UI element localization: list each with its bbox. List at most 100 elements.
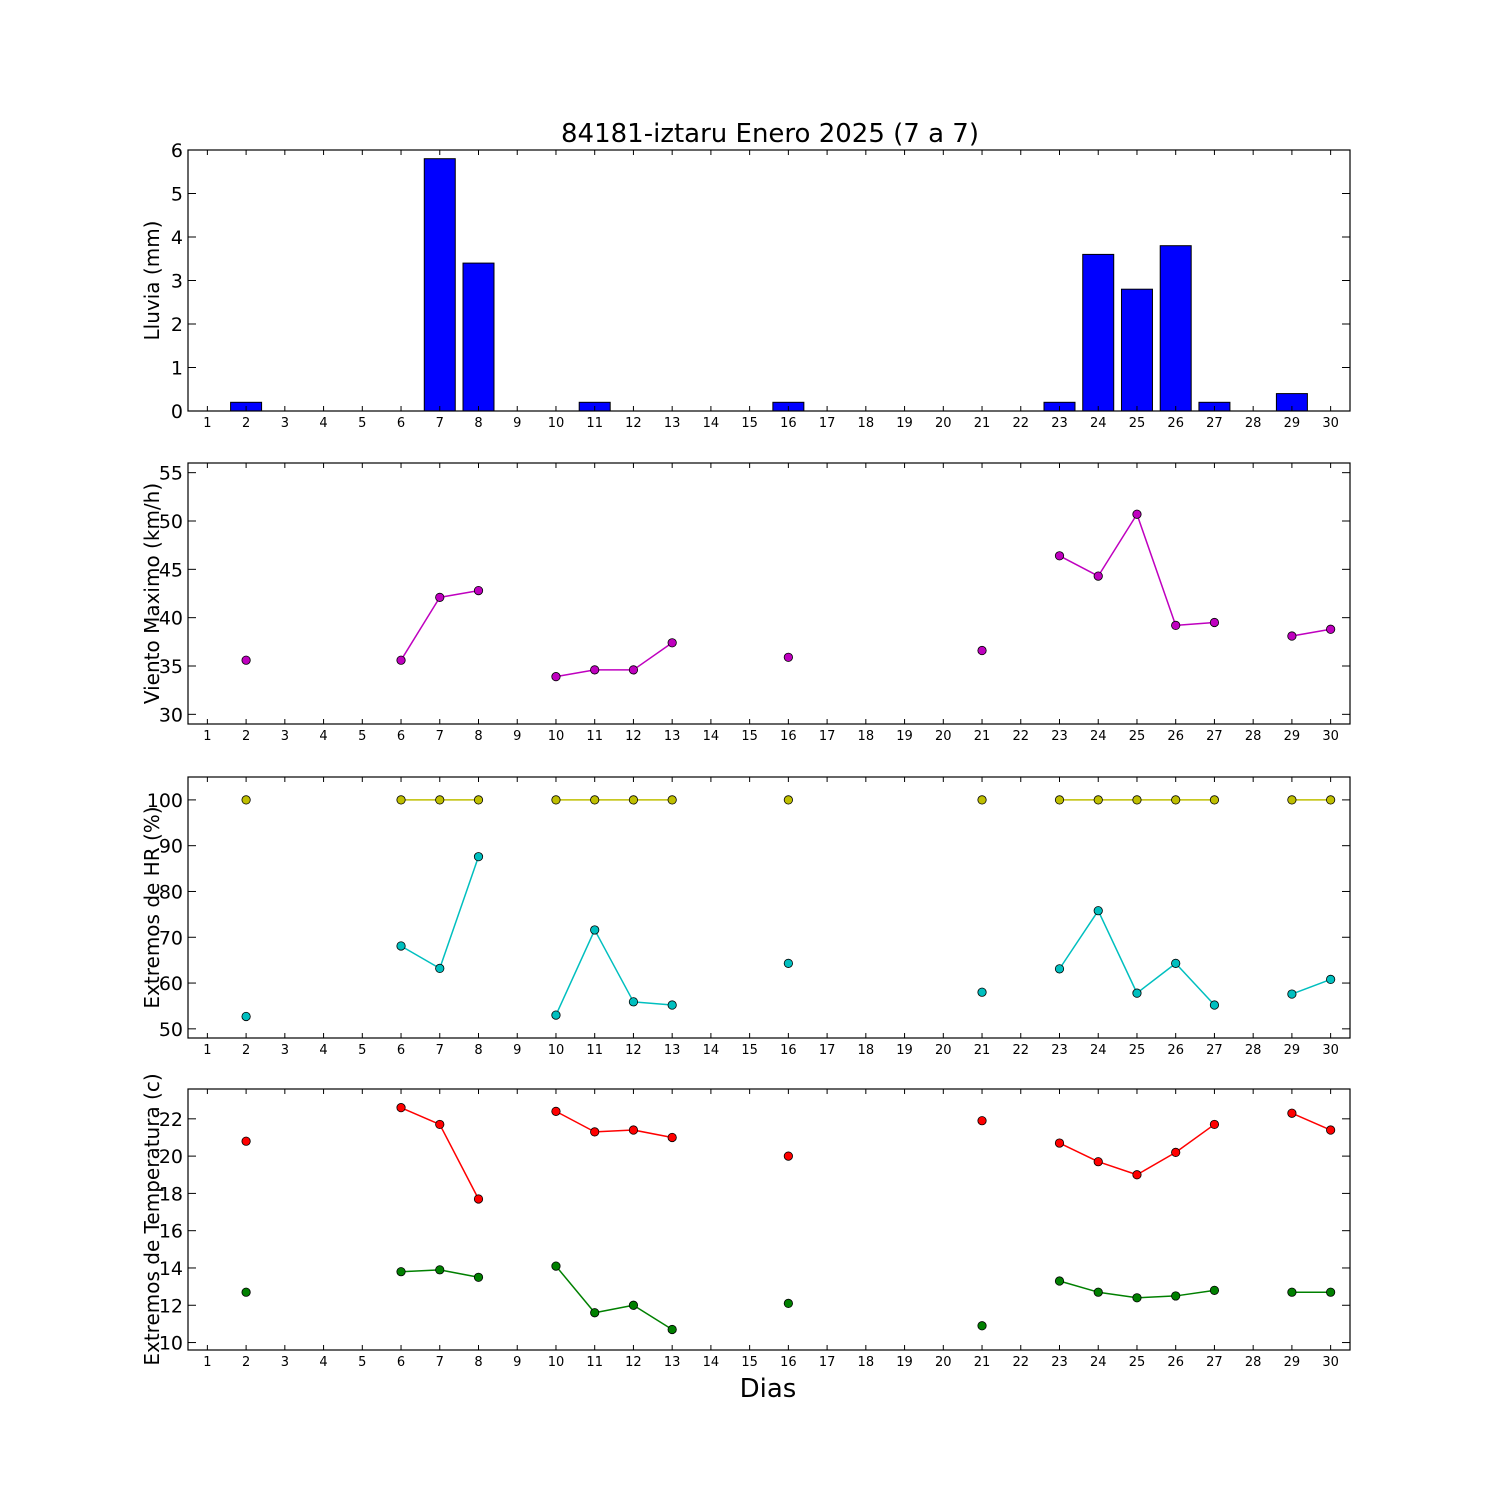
data-point bbox=[783, 958, 793, 968]
data-point bbox=[1132, 1293, 1142, 1303]
x-tick-label: 2 bbox=[242, 416, 250, 431]
x-tick-label: 3 bbox=[281, 1043, 289, 1058]
data-point bbox=[667, 1324, 677, 1335]
series-segment bbox=[1291, 628, 1331, 637]
x-tick-label: 13 bbox=[664, 729, 681, 744]
plot-frame bbox=[187, 462, 1351, 725]
data-point bbox=[1093, 1287, 1103, 1297]
x-tick-label: 27 bbox=[1206, 416, 1223, 431]
y-tick-label: 18 bbox=[159, 1183, 183, 1205]
x-tick-label: 4 bbox=[319, 729, 327, 744]
x-tick-label: 9 bbox=[513, 729, 521, 744]
x-tick-label: 7 bbox=[436, 1355, 444, 1370]
y-tick-label: 100 bbox=[147, 790, 183, 812]
series-segment bbox=[594, 1304, 634, 1314]
series-segment bbox=[1291, 1112, 1331, 1131]
data-point bbox=[1209, 1000, 1220, 1010]
data-point bbox=[590, 1308, 600, 1318]
x-tick-label: 5 bbox=[358, 1043, 366, 1058]
figure-title: 84181-iztaru Enero 2025 (7 a 7) bbox=[561, 119, 979, 149]
data-point bbox=[435, 1265, 445, 1275]
x-tick-label: 8 bbox=[474, 416, 482, 431]
x-tick-label: 9 bbox=[513, 1355, 521, 1370]
x-tick-label: 15 bbox=[741, 1043, 758, 1058]
x-tick-label: 22 bbox=[1012, 416, 1029, 431]
data-point bbox=[1093, 795, 1103, 805]
data-point bbox=[473, 795, 484, 805]
x-tick-label: 24 bbox=[1090, 1355, 1107, 1370]
x-tick-label: 2 bbox=[242, 1043, 250, 1058]
data-point bbox=[473, 1194, 484, 1204]
x-tick-label: 29 bbox=[1284, 1355, 1301, 1370]
x-tick-label: 17 bbox=[819, 1355, 836, 1370]
series-segment bbox=[1098, 1291, 1138, 1299]
data-point bbox=[1171, 1147, 1181, 1157]
x-tick-label: 25 bbox=[1129, 416, 1146, 431]
data-point bbox=[241, 1136, 251, 1146]
x-tick-label: 4 bbox=[319, 1355, 327, 1370]
series-segment bbox=[1136, 1295, 1176, 1299]
y-tick-label: 40 bbox=[159, 608, 183, 630]
data-point bbox=[1326, 624, 1336, 634]
data-point bbox=[1093, 906, 1103, 916]
y-axis-label: Viento Maximo (km/h) bbox=[140, 483, 164, 704]
data-point bbox=[1132, 795, 1142, 805]
data-point bbox=[1287, 1108, 1297, 1118]
y-tick-label: 90 bbox=[159, 836, 183, 858]
series-segment bbox=[1058, 910, 1099, 970]
data-point bbox=[1326, 1125, 1336, 1135]
x-tick-label: 12 bbox=[625, 1355, 642, 1370]
x-tick-label: 30 bbox=[1322, 1043, 1339, 1058]
series-segment bbox=[1175, 1289, 1215, 1297]
series-segment bbox=[555, 669, 595, 678]
x-tick-label: 16 bbox=[780, 729, 797, 744]
data-point bbox=[1326, 1287, 1336, 1297]
x-tick-label: 2 bbox=[242, 1355, 250, 1370]
x-tick-label: 1 bbox=[203, 729, 211, 744]
data-point bbox=[667, 1132, 677, 1143]
x-tick-label: 14 bbox=[703, 416, 720, 431]
x-tick-label: 1 bbox=[203, 1355, 211, 1370]
x-tick-label: 16 bbox=[780, 1355, 797, 1370]
data-point bbox=[551, 672, 561, 682]
x-tick-label: 30 bbox=[1322, 1355, 1339, 1370]
x-tick-label: 18 bbox=[858, 1355, 875, 1370]
x-tick-label: 27 bbox=[1206, 1043, 1223, 1058]
data-point bbox=[1171, 620, 1181, 631]
x-tick-label: 27 bbox=[1206, 729, 1223, 744]
data-point bbox=[1287, 795, 1297, 805]
rain-bar bbox=[423, 158, 456, 412]
series-segment bbox=[400, 1269, 440, 1273]
rain-bar bbox=[1120, 288, 1153, 412]
data-point bbox=[1209, 617, 1220, 628]
data-point bbox=[783, 795, 793, 805]
x-tick-label: 22 bbox=[1012, 1043, 1029, 1058]
data-point bbox=[1132, 1170, 1142, 1180]
panel-3: 1 2 3 4 5 6 7 8 9 10 11 12 13 14 15 16 17 18 19 20 21 22 23 24 2… bbox=[140, 776, 1351, 1058]
x-tick-label: 30 bbox=[1322, 729, 1339, 744]
data-point bbox=[590, 1127, 600, 1137]
x-tick-label: 8 bbox=[474, 729, 482, 744]
data-point bbox=[396, 795, 406, 805]
y-tick-label: 20 bbox=[159, 1146, 183, 1168]
x-tick-label: 20 bbox=[935, 1043, 952, 1058]
data-point bbox=[1132, 509, 1142, 519]
data-point bbox=[590, 665, 600, 675]
x-tick-label: 20 bbox=[935, 1355, 952, 1370]
series-segment bbox=[594, 1129, 634, 1133]
plot-frame bbox=[187, 776, 1351, 1039]
x-tick-label: 16 bbox=[780, 1043, 797, 1058]
data-point bbox=[590, 925, 600, 935]
y-tick-label: 4 bbox=[171, 227, 183, 249]
data-point bbox=[1326, 795, 1336, 805]
series-segment bbox=[400, 945, 441, 970]
data-point bbox=[1171, 958, 1181, 968]
x-tick-label: 11 bbox=[586, 416, 603, 431]
data-point bbox=[1093, 571, 1103, 581]
panel-1: 1 2 3 4 5 6 7 8 9 10 11 12 13 14 15 16 17 18 19 20 21 22 23 24 2… bbox=[140, 140, 1351, 431]
data-point bbox=[396, 941, 406, 951]
x-tick-label: 6 bbox=[397, 1043, 405, 1058]
y-tick-label: 1 bbox=[171, 358, 183, 380]
x-tick-label: 25 bbox=[1129, 729, 1146, 744]
